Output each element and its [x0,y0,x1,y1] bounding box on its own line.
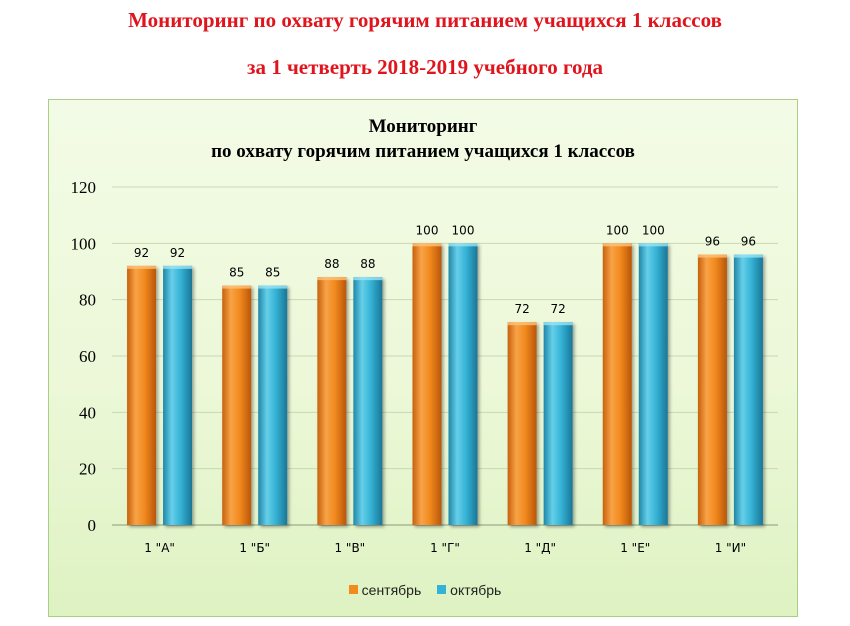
data-label-september: 100 [606,223,629,237]
bar-top-highlight [258,285,288,289]
bar-october [353,277,383,525]
bar-september [317,277,347,525]
bar-september [127,265,157,525]
bar-september [602,243,632,526]
bar-top-highlight [163,265,193,269]
bar-top-highlight [733,254,763,258]
data-label-october: 100 [642,223,665,237]
data-label-september: 100 [416,223,439,237]
bar-top-highlight [317,277,347,281]
x-axis: 1 "А" 1 "Б" 1 "В" 1 "Г" 1 "Д" 1 "Е" 1 "И" [144,541,746,555]
data-label-october: 72 [551,302,566,316]
gridlines [112,186,778,526]
bar-top-highlight [353,277,383,281]
y-tick-label: 120 [71,178,97,197]
y-tick-label: 100 [71,234,97,253]
bar-top-highlight [448,243,478,247]
page-heading-line2: за 1 четверть 2018-2019 учебного года [247,55,603,79]
bar-top-highlight [602,243,632,247]
data-label-october: 96 [741,235,756,249]
data-label-october: 100 [452,223,475,237]
bar-september [222,285,252,525]
legend-label-september: сентябрь [361,581,422,598]
x-tick-label: 1 "В" [334,541,365,555]
data-label-september: 88 [324,257,339,271]
legend-item-september: сентябрь [348,581,422,598]
chart-title-line1: Мониторинг [368,116,478,137]
y-tick-label: 40 [79,403,96,422]
legend-label-october: октябрь [450,581,502,598]
y-axis: 0 20 40 60 80 100 120 [71,178,778,535]
chart-title-line2: по охвату горячим питанием учащихся 1 кл… [211,141,635,162]
bars [127,243,763,526]
data-label-october: 88 [360,257,375,271]
bar-top-highlight [697,254,727,258]
x-tick-label: 1 "Б" [239,541,270,555]
bar-october [638,243,668,526]
y-tick-label: 0 [88,516,97,535]
data-label-october: 85 [265,266,280,280]
bar-top-highlight [412,243,442,247]
y-tick-label: 20 [79,460,96,479]
bar-october [258,285,288,525]
data-label-september: 96 [705,235,720,249]
bar-october [543,322,573,525]
data-labels: 92 92 85 85 88 88 100 100 72 72 100 100 96 96 [134,223,756,316]
bar-september [507,322,537,525]
bar-top-highlight [507,322,537,326]
x-tick-label: 1 "А" [144,541,175,555]
bar-september [697,254,727,525]
y-tick-label: 60 [79,347,96,366]
bar-september [412,243,442,526]
page-heading-line1: Мониторинг по охвату горячим питанием уч… [128,8,722,32]
data-label-september: 85 [229,266,244,280]
data-label-october: 92 [170,246,185,260]
bar-october [163,265,193,525]
data-label-september: 72 [515,302,530,316]
x-tick-label: 1 "Д" [524,541,556,555]
y-tick-label: 80 [79,291,96,310]
x-tick-label: 1 "И" [715,541,746,555]
bar-top-highlight [543,322,573,326]
legend: сентябрь октябрь [0,581,850,598]
bar-top-highlight [222,285,252,289]
bar-october [448,243,478,526]
legend-swatch-september [348,585,358,594]
x-tick-label: 1 "Г" [430,541,460,555]
x-tick-label: 1 "Е" [620,541,650,555]
legend-swatch-october [437,585,447,594]
data-label-september: 92 [134,246,149,260]
bar-top-highlight [638,243,668,247]
bar-top-highlight [127,265,157,269]
legend-item-october: октябрь [437,582,501,598]
bar-october [733,254,763,525]
